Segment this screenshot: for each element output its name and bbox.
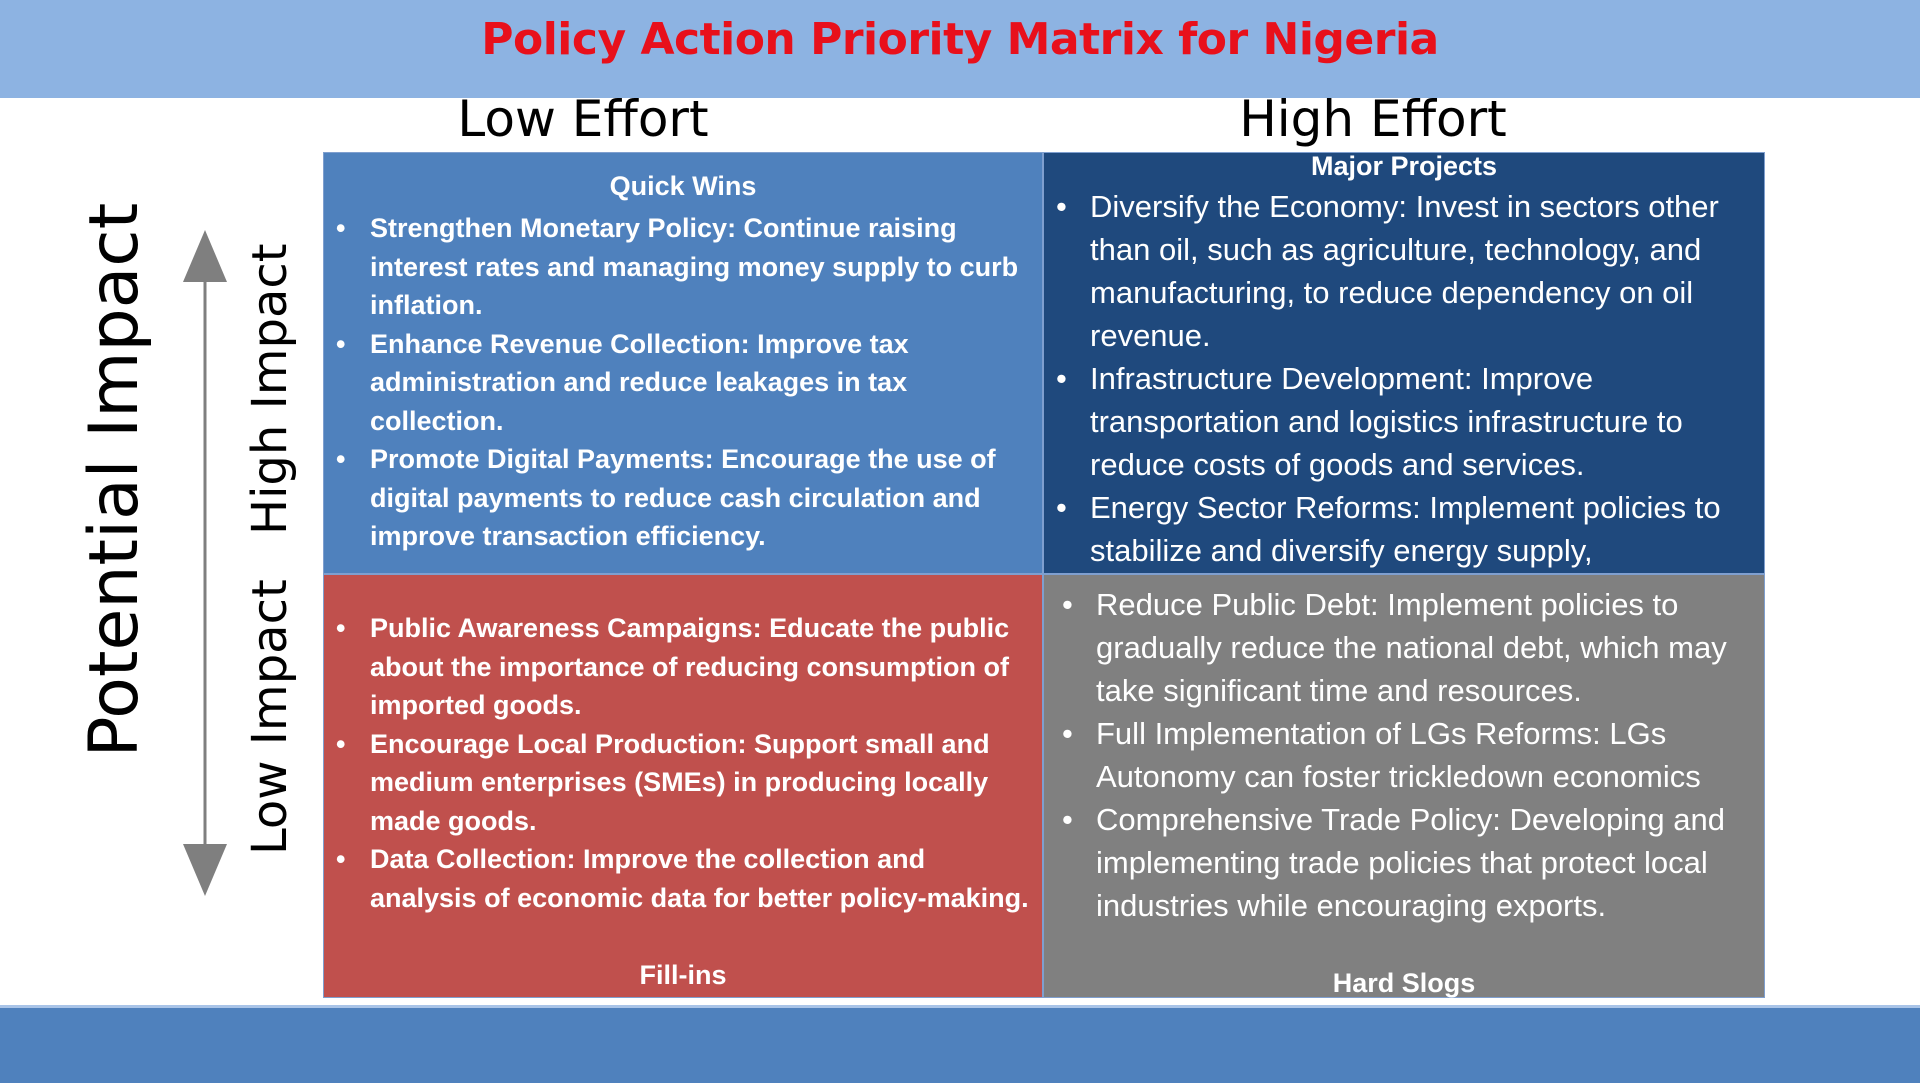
- title-bar: Policy Action Priority Matrix for Nigeri…: [0, 0, 1920, 98]
- fill-ins-list: • Public Awareness Campaigns: Educate the…: [324, 609, 1036, 917]
- hard-slogs-list: • Reduce Public Debt: Implement policies …: [1050, 583, 1762, 927]
- bullet-icon: •: [336, 328, 346, 359]
- bullet-icon: •: [336, 613, 346, 643]
- list-item: • Comprehensive Trade Policy: Developing …: [1050, 798, 1762, 927]
- low-impact-label: Low Impact: [242, 579, 298, 855]
- list-item: • Full Implementation of LGs Reforms: LGs…: [1050, 712, 1762, 798]
- quadrant-title-hard-slogs: Hard Slogs: [1332, 968, 1476, 998]
- list-item: • Infrastructure Development: Improve tra…: [1044, 357, 1754, 486]
- list-item: • Energy Sector Reforms: Implement polici…: [1044, 486, 1754, 572]
- list-item: • Promote Digital Payments: Encourage the…: [324, 440, 1029, 556]
- bullet-icon: •: [1062, 802, 1073, 837]
- quick-wins-list: • Strengthen Monetary Policy: Continue ra…: [324, 209, 1029, 556]
- list-item: • Data Collection: Improve the collection…: [324, 840, 1036, 917]
- list-item: • Public Awareness Campaigns: Educate the…: [324, 609, 1036, 725]
- slide-title: Policy Action Priority Matrix for Nigeri…: [481, 14, 1439, 65]
- quadrant-major-projects: Major Projects • Diversify the Economy: I…: [1043, 151, 1765, 574]
- quadrant-fill-ins: • Public Awareness Campaigns: Educate the…: [323, 574, 1043, 998]
- quadrant-hard-slogs: • Reduce Public Debt: Implement policies …: [1043, 574, 1765, 998]
- bullet-icon: •: [1056, 361, 1067, 396]
- list-item: • Strengthen Monetary Policy: Continue ra…: [324, 209, 1029, 325]
- quadrant-title-fill-ins: Fill-ins: [639, 960, 727, 990]
- bullet-icon: •: [336, 213, 346, 243]
- quadrant-title-major-projects: Major Projects: [1310, 151, 1498, 181]
- high-impact-label: High Impact: [242, 243, 298, 535]
- double-arrow-icon: [183, 230, 227, 896]
- bullet-icon: •: [336, 728, 346, 759]
- bullet-icon: •: [1056, 189, 1067, 224]
- bullet-icon: •: [336, 444, 346, 474]
- bullet-icon: •: [336, 844, 346, 874]
- bullet-icon: •: [1056, 490, 1067, 525]
- list-item: • Enhance Revenue Collection: Improve tax…: [324, 325, 1029, 441]
- quadrant-title-quick-wins: Quick Wins: [609, 171, 757, 201]
- potential-impact-axis-label: Potential Impact: [75, 202, 154, 758]
- bullet-icon: •: [1062, 716, 1073, 751]
- list-item: • Reduce Public Debt: Implement policies …: [1050, 583, 1762, 712]
- list-item: • Diversify the Economy: Invest in sector…: [1044, 185, 1754, 357]
- footer-bar: [0, 1005, 1920, 1083]
- bullet-icon: •: [1062, 587, 1073, 622]
- low-effort-header: Low Effort: [457, 90, 709, 148]
- high-effort-header: High Effort: [1239, 90, 1507, 148]
- list-item: • Encourage Local Production: Support sma…: [324, 725, 1036, 841]
- major-projects-list: • Diversify the Economy: Invest in sector…: [1044, 185, 1754, 572]
- quadrant-quick-wins: Quick Wins • Strengthen Monetary Policy: …: [323, 152, 1043, 574]
